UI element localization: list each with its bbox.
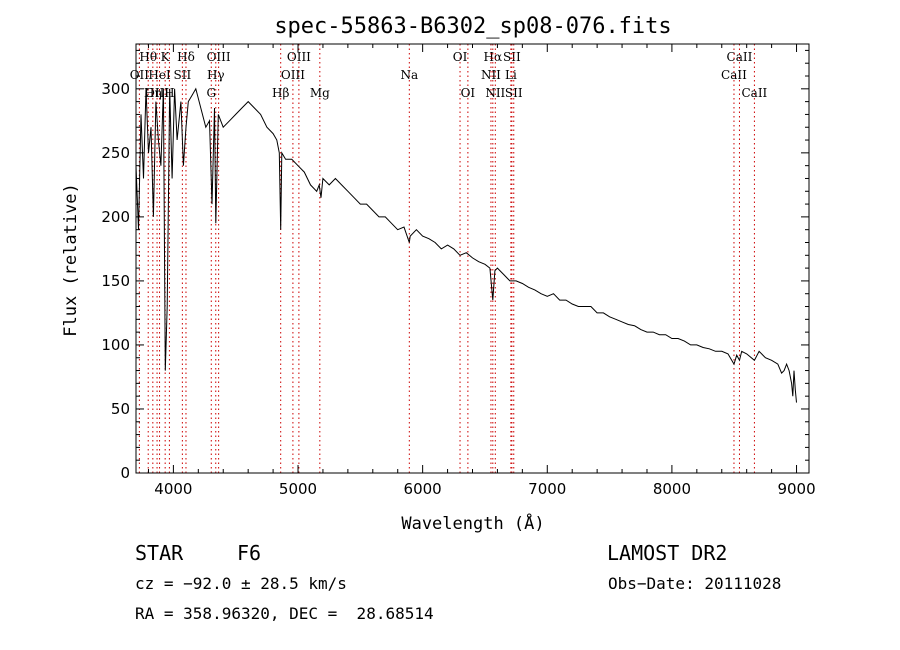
y-tick-label: 300 (101, 80, 130, 98)
line-marker-label: OI (453, 50, 468, 64)
obs-date: Obs−Date: 20111028 (608, 574, 782, 593)
x-tick-label: 9000 (777, 480, 815, 498)
coordinates: RA = 358.96320, DEC = 28.68514 (135, 604, 434, 623)
chart-title: spec-55863-B6302_sp08-076.fits (274, 14, 671, 39)
line-marker-label: SII (505, 86, 523, 100)
line-marker-label: OIII (287, 50, 311, 64)
line-marker-label: G (206, 86, 216, 100)
spectrum-line (135, 87, 797, 403)
line-marker-label: OI (461, 86, 476, 100)
plot-area: 4000 5000 6000 7000 8000 9000 0 50 100 150 200 250 3… (101, 43, 816, 498)
object-type: STAR (135, 541, 184, 565)
line-marker-label: Hγ (207, 68, 225, 82)
line-marker-label: Hη (144, 86, 162, 100)
y-tick-label: 200 (101, 208, 130, 226)
subclass: F6 (237, 541, 262, 565)
survey-name: LAMOST DR2 (607, 541, 728, 565)
y-tick-label: 50 (111, 400, 130, 418)
x-tick-label: 8000 (653, 480, 691, 498)
line-marker-label: OIII (281, 68, 305, 82)
line-marker-label: Hθ (139, 50, 157, 64)
redshift-cz: cz = −92.0 ± 28.5 km/s (135, 574, 347, 593)
y-axis-title: Flux (relative) (61, 183, 81, 337)
line-marker-label: NII (485, 86, 505, 100)
x-tick-label: 6000 (404, 480, 442, 498)
line-marker-label: CaII (727, 50, 753, 64)
line-marker-label: Hβ (272, 86, 289, 100)
x-axis-title: Wavelength (Å) (401, 512, 544, 534)
line-marker-label: Hδ (177, 50, 195, 64)
x-tick-label: 5000 (279, 480, 317, 498)
y-tick-label: 150 (101, 272, 130, 290)
y-tick-label: 0 (120, 464, 130, 482)
line-marker-label: SII (503, 50, 521, 64)
line-marker-label: HeI (148, 68, 171, 82)
line-marker-label: CaII (721, 68, 747, 82)
line-marker-label: SII (174, 68, 192, 82)
x-tick-label: 4000 (154, 480, 192, 498)
line-marker-label: CaII (741, 86, 767, 100)
y-tick-label: 250 (101, 144, 130, 162)
line-marker-label: Mg (310, 86, 330, 100)
x-tick-label: 7000 (528, 480, 566, 498)
line-marker-label: OIII (207, 50, 231, 64)
line-marker-label: OII (130, 68, 150, 82)
line-marker-label: K (161, 50, 171, 64)
line-marker-label: Hα (484, 50, 503, 64)
plot-frame (135, 43, 810, 474)
y-tick-label: 100 (101, 336, 130, 354)
line-marker-label: NII (481, 68, 501, 82)
line-marker-label: Li (505, 68, 517, 82)
line-marker-label: Na (400, 68, 418, 82)
